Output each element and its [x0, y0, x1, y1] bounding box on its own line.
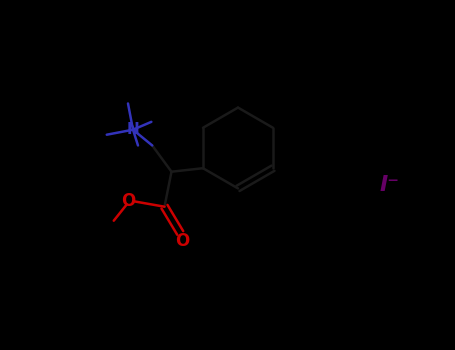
- Text: O: O: [175, 232, 189, 250]
- Text: N: N: [126, 122, 139, 137]
- Text: I⁻: I⁻: [380, 175, 400, 195]
- Text: O: O: [121, 193, 136, 210]
